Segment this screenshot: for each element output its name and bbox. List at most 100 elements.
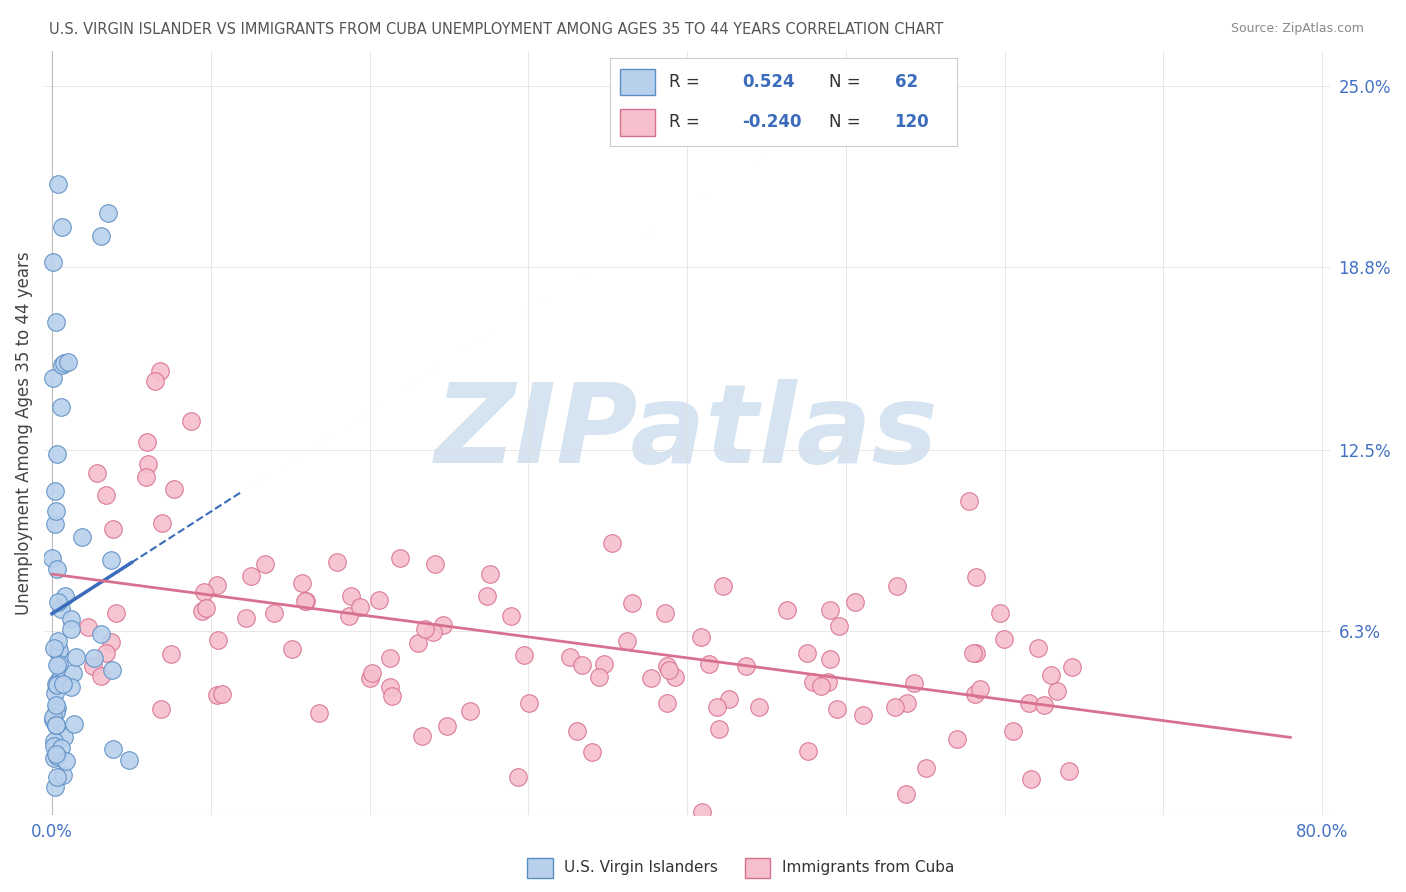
Point: [41, 550, 63, 565]
Point: [308, 706, 330, 721]
Point: [90, 627, 112, 641]
Point: [361, 665, 384, 680]
Point: [339, 589, 361, 603]
Point: [894, 787, 917, 801]
Point: [896, 696, 918, 710]
Point: [41, 255, 63, 269]
Point: [294, 593, 316, 607]
Point: [46, 749, 69, 764]
Point: [263, 606, 285, 620]
Point: [96, 646, 118, 660]
Point: [1033, 698, 1056, 712]
Point: [135, 435, 157, 450]
Point: [988, 606, 1011, 620]
Point: [60, 622, 83, 636]
Point: [97, 206, 120, 220]
Point: [776, 603, 799, 617]
Point: [56, 355, 79, 369]
Y-axis label: Unemployment Among Ages 35 to 44 years: Unemployment Among Ages 35 to 44 years: [15, 251, 32, 615]
Point: [42, 733, 65, 747]
Point: [52, 356, 75, 370]
Point: [104, 607, 127, 621]
Point: [49, 741, 72, 756]
Point: [1057, 764, 1080, 778]
Point: [748, 700, 770, 714]
Point: [42, 640, 65, 655]
Point: [640, 671, 662, 685]
Point: [620, 596, 643, 610]
Point: [706, 700, 728, 714]
Point: [51, 220, 73, 235]
Point: [593, 657, 616, 671]
Point: [44, 483, 66, 498]
Point: [86, 467, 108, 481]
Point: [44, 780, 66, 795]
Point: [718, 692, 741, 706]
Point: [884, 699, 907, 714]
Point: [506, 770, 529, 784]
Point: [45, 447, 67, 461]
Point: [46, 595, 69, 609]
Point: [915, 761, 938, 775]
Point: [851, 708, 873, 723]
Point: [588, 670, 610, 684]
Point: [513, 648, 536, 663]
Point: [143, 374, 166, 388]
Point: [411, 729, 433, 743]
Point: [844, 595, 866, 609]
Point: [48, 657, 70, 672]
Point: [616, 634, 638, 648]
Point: [44, 517, 66, 532]
Point: [965, 646, 987, 660]
Point: [42, 710, 65, 724]
Text: U.S. VIRGIN ISLANDER VS IMMIGRANTS FROM CUBA UNEMPLOYMENT AMONG AGES 35 TO 44 YE: U.S. VIRGIN ISLANDER VS IMMIGRANTS FROM …: [49, 22, 943, 37]
Point: [827, 702, 849, 716]
Point: [655, 658, 678, 673]
Point: [817, 675, 839, 690]
Point: [1026, 641, 1049, 656]
Point: [432, 618, 454, 632]
Point: [150, 516, 173, 530]
Point: [45, 677, 67, 691]
Point: [117, 753, 139, 767]
Point: [205, 688, 228, 702]
Point: [413, 623, 436, 637]
Point: [1040, 668, 1063, 682]
Point: [48, 633, 70, 648]
Point: [163, 482, 186, 496]
Point: [62, 716, 84, 731]
Point: [193, 584, 215, 599]
Point: [46, 673, 69, 688]
Point: [818, 652, 841, 666]
Point: [72, 530, 94, 544]
Point: [349, 599, 371, 614]
Point: [381, 689, 404, 703]
Point: [48, 643, 70, 657]
Point: [45, 504, 67, 518]
Point: [796, 646, 818, 660]
Point: [135, 470, 157, 484]
Point: [62, 665, 84, 680]
Point: [46, 645, 69, 659]
Point: [423, 557, 446, 571]
Point: [45, 717, 67, 731]
Point: [96, 487, 118, 501]
Point: [337, 609, 360, 624]
Point: [59, 680, 82, 694]
Point: [1045, 684, 1067, 698]
Point: [600, 536, 623, 550]
Point: [82, 659, 104, 673]
Point: [101, 663, 124, 677]
Point: [90, 669, 112, 683]
Point: [479, 566, 502, 581]
Point: [571, 658, 593, 673]
Point: [45, 701, 67, 715]
Point: [55, 754, 77, 768]
Point: [993, 632, 1015, 647]
Point: [42, 751, 65, 765]
Point: [818, 602, 841, 616]
Point: [149, 364, 172, 378]
Point: [90, 228, 112, 243]
Point: [45, 315, 67, 329]
Point: [235, 611, 257, 625]
